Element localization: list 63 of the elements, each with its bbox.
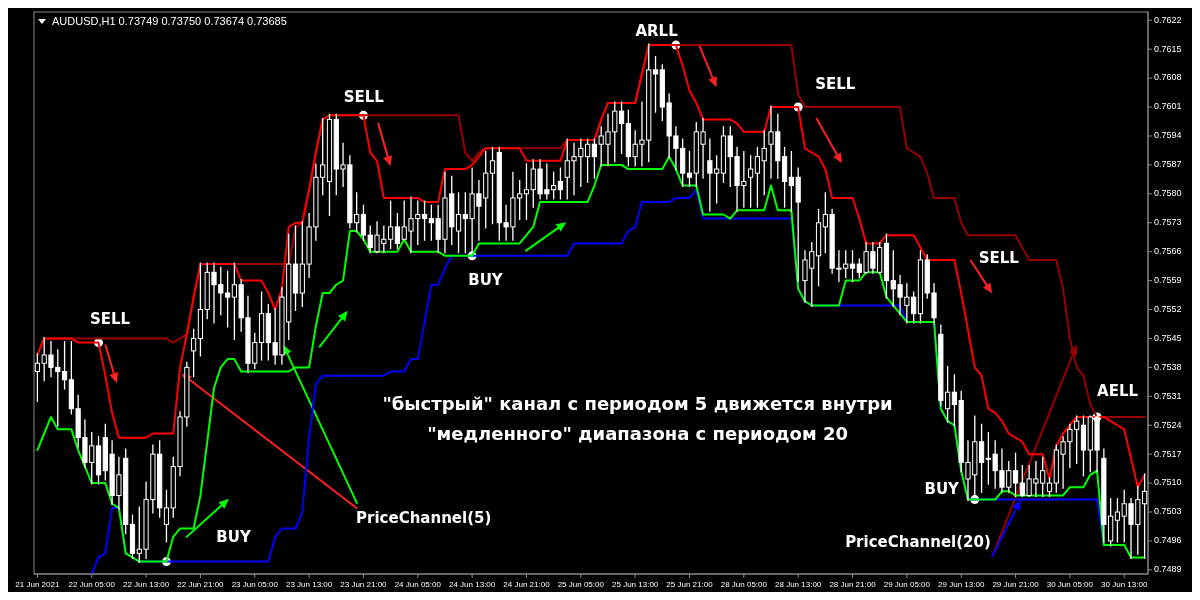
annotation: BUY bbox=[924, 479, 961, 498]
annotation: SELL bbox=[978, 248, 1020, 267]
candlestick bbox=[489, 146, 496, 225]
x-tick-label: 24 Jun 21:00 bbox=[503, 580, 551, 589]
x-tick-label: 30 Jun 05:00 bbox=[1046, 580, 1094, 589]
x-tick-label: 25 Jun 13:00 bbox=[612, 580, 659, 589]
y-tick-label: 0.7601 bbox=[1154, 101, 1182, 112]
y-tick-label: 0.7622 bbox=[1154, 14, 1182, 25]
candlestick bbox=[748, 154, 754, 209]
candlestick bbox=[191, 328, 197, 378]
x-tick-label: 24 Jun 05:00 bbox=[394, 580, 442, 589]
y-tick-label: 0.7587 bbox=[1154, 159, 1182, 170]
y-tick-label: 0.7615 bbox=[1154, 43, 1182, 54]
y-tick-label: 0.7489 bbox=[1154, 564, 1182, 575]
annotation: AELL bbox=[1097, 381, 1139, 400]
x-tick-label: 29 Jun 13:00 bbox=[938, 580, 985, 589]
x-tick-label: 22 Jun 13:00 bbox=[122, 580, 170, 589]
y-tick-label: 0.7573 bbox=[1154, 217, 1182, 228]
x-tick-label: 22 Jun 05:00 bbox=[68, 580, 116, 589]
annotation: ARLL bbox=[635, 21, 679, 40]
candlestick bbox=[557, 166, 564, 201]
y-tick-label: 0.7531 bbox=[1154, 390, 1182, 401]
annotation: BUY bbox=[468, 270, 504, 289]
y-tick-label: 0.7566 bbox=[1154, 246, 1182, 257]
annotation: BUY bbox=[216, 527, 252, 546]
candlestick bbox=[1046, 476, 1053, 498]
annotation: PriceChannel(5) bbox=[356, 508, 492, 527]
y-tick-label: 0.7545 bbox=[1154, 332, 1182, 343]
y-tick-label: 0.7552 bbox=[1154, 303, 1182, 314]
y-tick-label: 0.7594 bbox=[1154, 130, 1182, 141]
y-tick-label: 0.7538 bbox=[1154, 361, 1182, 372]
x-tick-label: 28 Jun 21:00 bbox=[829, 580, 877, 589]
x-tick-label: 23 Jun 21:00 bbox=[340, 580, 388, 589]
x-tick-label: 29 Jun 05:00 bbox=[883, 580, 931, 589]
x-tick-label: 25 Jun 21:00 bbox=[666, 580, 714, 589]
y-tick-label: 0.7580 bbox=[1154, 188, 1182, 199]
y-tick-label: 0.7608 bbox=[1154, 72, 1182, 83]
annotation: SELL bbox=[815, 74, 856, 93]
y-tick-label: 0.7510 bbox=[1154, 477, 1182, 488]
annotation: "быстрый" канал с периодом 5 движется внутри "медленного" диапазона с периодом 20 bbox=[382, 393, 893, 445]
y-tick-label: 0.7524 bbox=[1154, 419, 1182, 430]
y-tick-label: 0.7517 bbox=[1154, 448, 1182, 459]
x-tick-label: 28 Jun 13:00 bbox=[775, 580, 822, 589]
x-tick-label: 24 Jun 13:00 bbox=[449, 580, 496, 589]
x-tick-label: 21 Jun 2021 bbox=[15, 580, 60, 589]
annotation: SELL bbox=[343, 87, 385, 106]
candlestick bbox=[849, 249, 856, 283]
y-tick-label: 0.7559 bbox=[1154, 274, 1182, 285]
chart-title: AUDUSD,H1 0.73749 0.73750 0.73674 0.73685 bbox=[52, 15, 287, 27]
x-tick-label: 30 Jun 13:00 bbox=[1101, 580, 1148, 589]
y-tick-label: 0.7503 bbox=[1154, 506, 1182, 517]
x-tick-label: 28 Jun 05:00 bbox=[720, 580, 768, 589]
annotation: PriceChannel(20) bbox=[845, 532, 991, 551]
y-tick-label: 0.7496 bbox=[1154, 535, 1182, 546]
x-tick-label: 25 Jun 05:00 bbox=[557, 580, 605, 589]
x-tick-label: 29 Jun 21:00 bbox=[992, 580, 1040, 589]
x-tick-label: 22 Jun 21:00 bbox=[177, 580, 225, 589]
x-tick-label: 23 Jun 13:00 bbox=[285, 580, 333, 589]
x-tick-label: 23 Jun 05:00 bbox=[231, 580, 279, 589]
candlestick bbox=[652, 55, 659, 114]
candlestick bbox=[523, 162, 530, 221]
candlestick bbox=[686, 150, 693, 188]
annotation: SELL bbox=[89, 309, 131, 328]
